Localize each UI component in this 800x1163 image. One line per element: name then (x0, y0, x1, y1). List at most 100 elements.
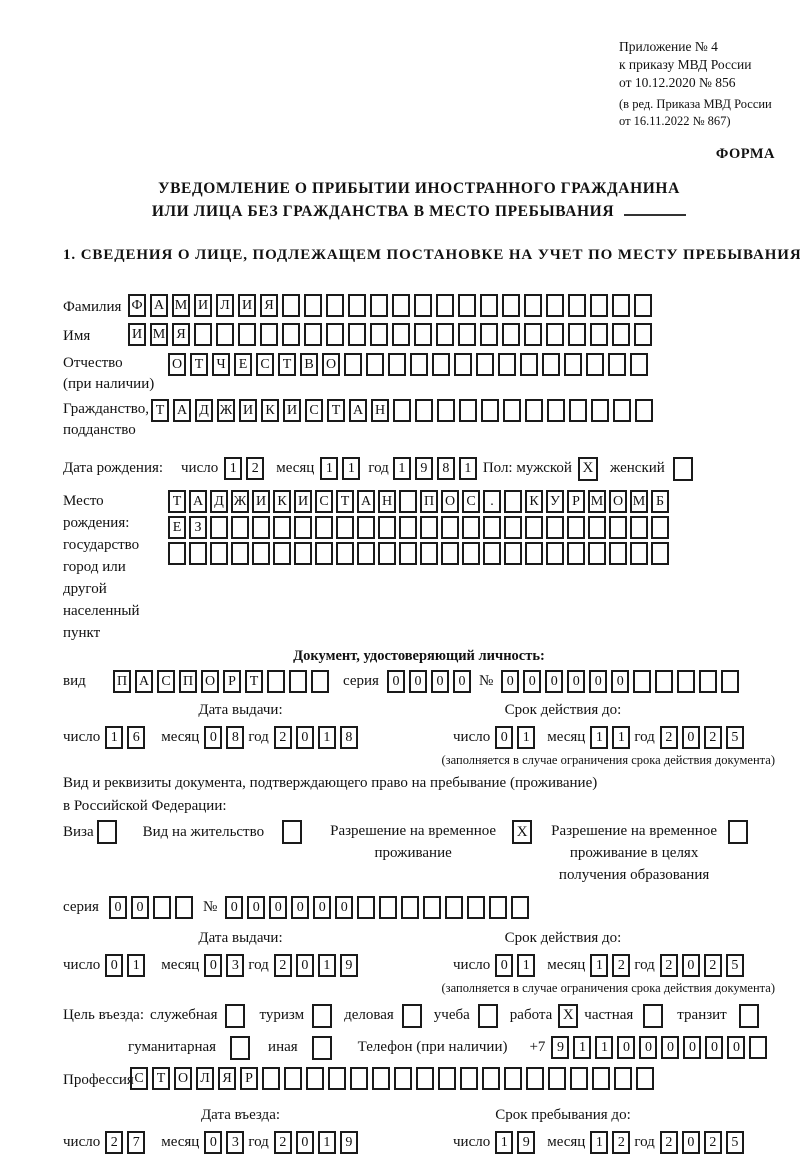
char-cell[interactable] (152, 896, 171, 919)
char-cell[interactable]: П (420, 490, 438, 513)
char-cell[interactable]: 6 (127, 726, 146, 749)
char-cell[interactable]: 2 (273, 954, 292, 977)
char-cell[interactable]: 0 (204, 954, 223, 977)
char-cell[interactable] (462, 542, 480, 565)
char-cell[interactable] (294, 516, 312, 539)
char-cell[interactable] (467, 896, 486, 919)
char-cell[interactable] (441, 516, 459, 539)
char-cell[interactable] (546, 516, 564, 539)
sex-female-checkbox[interactable] (672, 456, 693, 481)
char-cell[interactable]: 0 (501, 670, 520, 693)
char-cell[interactable]: Ф (128, 294, 146, 317)
char-cell[interactable] (630, 542, 648, 565)
char-cell[interactable] (524, 294, 542, 317)
char-cell[interactable]: 0 (639, 1036, 658, 1059)
char-cell[interactable] (651, 516, 669, 539)
char-cell[interactable]: О (201, 670, 219, 693)
char-cell[interactable] (454, 353, 472, 376)
char-cell[interactable]: 9 (339, 1131, 358, 1154)
char-cell[interactable] (609, 542, 627, 565)
char-cell[interactable]: 0 (130, 896, 149, 919)
char-cell[interactable] (547, 399, 565, 422)
char-cell[interactable]: Т (168, 490, 186, 513)
char-cell[interactable]: Ч (212, 353, 230, 376)
char-cell[interactable]: 0 (430, 670, 449, 693)
char-cell[interactable] (273, 516, 291, 539)
char-cell[interactable] (336, 542, 354, 565)
char-cell[interactable]: С (256, 353, 274, 376)
char-cell[interactable]: Т (327, 399, 345, 422)
char-cell[interactable] (591, 399, 609, 422)
char-cell[interactable] (504, 1067, 522, 1090)
char-cell[interactable]: 2 (246, 457, 265, 480)
char-cell[interactable] (401, 896, 420, 919)
char-cell[interactable] (569, 399, 587, 422)
char-cell[interactable] (379, 896, 398, 919)
char-cell[interactable]: К (273, 490, 291, 513)
char-cell[interactable]: 1 (320, 457, 339, 480)
char-cell[interactable]: Я (218, 1067, 236, 1090)
char-cell[interactable] (378, 516, 396, 539)
char-cell[interactable]: 0 (225, 896, 244, 919)
char-cell[interactable] (372, 1067, 390, 1090)
char-cell[interactable] (612, 294, 630, 317)
char-cell[interactable] (357, 542, 375, 565)
char-cell[interactable]: 5 (725, 726, 744, 749)
char-cell[interactable] (366, 353, 384, 376)
char-cell[interactable]: С (130, 1067, 148, 1090)
char-cell[interactable] (414, 323, 432, 346)
char-cell[interactable]: 0 (617, 1036, 636, 1059)
char-cell[interactable]: А (357, 490, 375, 513)
char-cell[interactable]: О (168, 353, 186, 376)
char-cell[interactable]: Р (240, 1067, 258, 1090)
visa-checkbox[interactable] (96, 820, 117, 844)
char-cell[interactable]: Д (195, 399, 213, 422)
char-cell[interactable] (634, 294, 652, 317)
char-cell[interactable]: 1 (317, 954, 336, 977)
char-cell[interactable] (357, 896, 376, 919)
char-cell[interactable] (174, 896, 193, 919)
purpose-tourism-checkbox[interactable] (312, 1003, 333, 1028)
char-cell[interactable]: 2 (612, 1131, 631, 1154)
char-cell[interactable]: 0 (705, 1036, 724, 1059)
char-cell[interactable] (267, 670, 285, 693)
char-cell[interactable] (210, 516, 228, 539)
char-cell[interactable] (460, 1067, 478, 1090)
char-cell[interactable] (344, 353, 362, 376)
char-cell[interactable] (336, 516, 354, 539)
char-cell[interactable]: Д (210, 490, 228, 513)
char-cell[interactable] (260, 323, 278, 346)
char-cell[interactable]: С (462, 490, 480, 513)
char-cell[interactable]: Т (190, 353, 208, 376)
char-cell[interactable] (526, 1067, 544, 1090)
char-cell[interactable]: Я (260, 294, 278, 317)
char-cell[interactable] (511, 896, 530, 919)
char-cell[interactable] (608, 353, 626, 376)
char-cell[interactable]: 1 (612, 726, 631, 749)
char-cell[interactable]: 0 (611, 670, 630, 693)
char-cell[interactable] (284, 1067, 302, 1090)
char-cell[interactable] (524, 323, 542, 346)
char-cell[interactable] (432, 353, 450, 376)
char-cell[interactable]: М (172, 294, 190, 317)
char-cell[interactable] (548, 1067, 566, 1090)
char-cell[interactable] (503, 399, 521, 422)
char-cell[interactable]: 2 (703, 1131, 722, 1154)
char-cell[interactable]: 0 (683, 1036, 702, 1059)
char-cell[interactable]: 1 (105, 726, 124, 749)
char-cell[interactable] (420, 516, 438, 539)
char-cell[interactable]: Е (168, 516, 186, 539)
char-cell[interactable] (567, 516, 585, 539)
char-cell[interactable] (415, 399, 433, 422)
char-cell[interactable]: 2 (273, 726, 292, 749)
char-cell[interactable]: О (441, 490, 459, 513)
char-cell[interactable] (504, 516, 522, 539)
char-cell[interactable] (520, 353, 538, 376)
char-cell[interactable] (306, 1067, 324, 1090)
char-cell[interactable] (592, 1067, 610, 1090)
char-cell[interactable] (504, 542, 522, 565)
sex-male-checkbox[interactable]: X (577, 456, 598, 481)
char-cell[interactable] (636, 1067, 654, 1090)
char-cell[interactable]: 0 (108, 896, 127, 919)
char-cell[interactable] (311, 670, 329, 693)
